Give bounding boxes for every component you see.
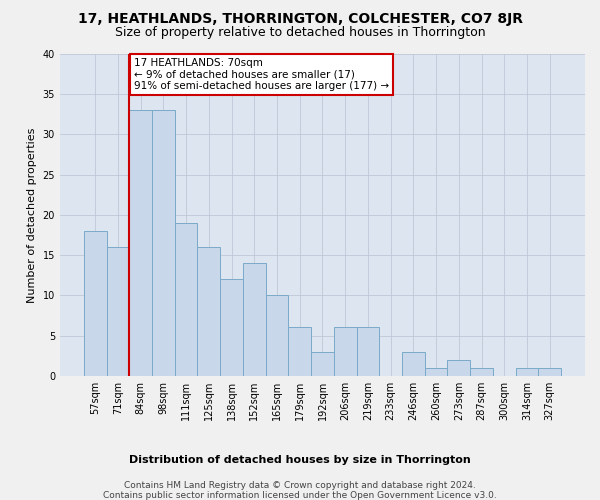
Bar: [152, 110, 175, 376]
Bar: [334, 328, 356, 376]
Bar: [448, 360, 470, 376]
Text: 17, HEATHLANDS, THORRINGTON, COLCHESTER, CO7 8JR: 17, HEATHLANDS, THORRINGTON, COLCHESTER,…: [77, 12, 523, 26]
Bar: [175, 223, 197, 376]
Bar: [289, 328, 311, 376]
Text: Size of property relative to detached houses in Thorrington: Size of property relative to detached ho…: [115, 26, 485, 39]
Text: Distribution of detached houses by size in Thorrington: Distribution of detached houses by size …: [129, 455, 471, 465]
Text: 17 HEATHLANDS: 70sqm
← 9% of detached houses are smaller (17)
91% of semi-detach: 17 HEATHLANDS: 70sqm ← 9% of detached ho…: [134, 58, 389, 91]
Bar: [243, 263, 266, 376]
Bar: [515, 368, 538, 376]
Bar: [402, 352, 425, 376]
Bar: [107, 247, 129, 376]
Bar: [470, 368, 493, 376]
Bar: [197, 247, 220, 376]
Text: Contains public sector information licensed under the Open Government Licence v3: Contains public sector information licen…: [103, 491, 497, 500]
Y-axis label: Number of detached properties: Number of detached properties: [27, 127, 37, 302]
Bar: [311, 352, 334, 376]
Bar: [356, 328, 379, 376]
Text: Contains HM Land Registry data © Crown copyright and database right 2024.: Contains HM Land Registry data © Crown c…: [124, 481, 476, 490]
Bar: [84, 231, 107, 376]
Bar: [266, 296, 289, 376]
Bar: [425, 368, 448, 376]
Bar: [538, 368, 561, 376]
Bar: [129, 110, 152, 376]
Bar: [220, 279, 243, 376]
